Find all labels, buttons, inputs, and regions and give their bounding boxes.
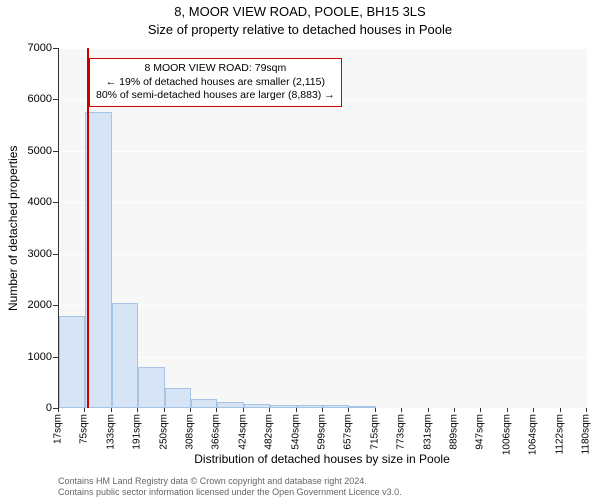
x-tick-mark bbox=[269, 408, 270, 412]
chart-container: 8, MOOR VIEW ROAD, POOLE, BH15 3LS Size … bbox=[0, 0, 600, 500]
x-tick-mark bbox=[84, 408, 85, 412]
grid-line bbox=[59, 357, 587, 358]
x-tick-label: 1064sqm bbox=[528, 414, 539, 455]
x-tick-label: 599sqm bbox=[317, 414, 328, 450]
x-tick-mark bbox=[137, 408, 138, 412]
x-tick-mark bbox=[507, 408, 508, 412]
annotation-line: 80% of semi-detached houses are larger (… bbox=[96, 89, 335, 103]
histogram-bar bbox=[85, 112, 111, 408]
x-tick-mark bbox=[58, 408, 59, 412]
x-tick-mark bbox=[375, 408, 376, 412]
x-tick-mark bbox=[216, 408, 217, 412]
x-axis-ticks: 17sqm75sqm133sqm191sqm250sqm308sqm366sqm… bbox=[58, 408, 586, 454]
x-tick-label: 1122sqm bbox=[554, 414, 565, 454]
x-tick-label: 947sqm bbox=[475, 414, 486, 450]
x-tick-label: 308sqm bbox=[185, 414, 196, 450]
chart-footer: Contains HM Land Registry data © Crown c… bbox=[58, 476, 586, 498]
chart-title-main: 8, MOOR VIEW ROAD, POOLE, BH15 3LS bbox=[0, 4, 600, 19]
x-tick-label: 715sqm bbox=[369, 414, 380, 450]
grid-line bbox=[59, 305, 587, 306]
x-tick-label: 250sqm bbox=[158, 414, 169, 450]
histogram-bar bbox=[138, 367, 164, 408]
x-tick-label: 773sqm bbox=[396, 414, 407, 450]
x-tick-mark bbox=[190, 408, 191, 412]
annotation-line: ← 19% of detached houses are smaller (2,… bbox=[96, 76, 335, 90]
y-tick-label: 1000 bbox=[20, 351, 52, 363]
x-tick-mark bbox=[322, 408, 323, 412]
plot-area: 8 MOOR VIEW ROAD: 79sqm← 19% of detached… bbox=[58, 48, 587, 409]
x-tick-label: 133sqm bbox=[105, 414, 116, 450]
x-tick-label: 540sqm bbox=[290, 414, 301, 450]
grid-line bbox=[59, 151, 587, 152]
x-tick-mark bbox=[243, 408, 244, 412]
y-tick-label: 3000 bbox=[20, 248, 52, 260]
x-tick-label: 366sqm bbox=[211, 414, 222, 450]
footer-line-1: Contains HM Land Registry data © Crown c… bbox=[58, 476, 586, 487]
x-tick-mark bbox=[454, 408, 455, 412]
y-axis-label: Number of detached properties bbox=[6, 48, 20, 408]
x-axis-label: Distribution of detached houses by size … bbox=[58, 452, 586, 466]
x-tick-mark bbox=[560, 408, 561, 412]
x-tick-mark bbox=[533, 408, 534, 412]
chart-title-sub: Size of property relative to detached ho… bbox=[0, 22, 600, 37]
x-tick-label: 1180sqm bbox=[581, 414, 592, 454]
grid-line bbox=[59, 202, 587, 203]
y-tick-label: 6000 bbox=[20, 93, 52, 105]
annotation-box: 8 MOOR VIEW ROAD: 79sqm← 19% of detached… bbox=[89, 58, 342, 107]
y-axis-ticks: 01000200030004000500060007000 bbox=[20, 48, 56, 408]
y-tick-label: 4000 bbox=[20, 196, 52, 208]
x-tick-mark bbox=[401, 408, 402, 412]
x-tick-mark bbox=[480, 408, 481, 412]
y-tick-label: 2000 bbox=[20, 299, 52, 311]
x-tick-label: 657sqm bbox=[343, 414, 354, 450]
histogram-bar bbox=[165, 388, 191, 408]
histogram-bar bbox=[112, 303, 138, 408]
x-tick-label: 75sqm bbox=[79, 414, 90, 444]
x-tick-label: 889sqm bbox=[449, 414, 460, 450]
grid-line bbox=[59, 48, 587, 49]
y-tick-label: 0 bbox=[20, 402, 52, 414]
x-tick-mark bbox=[111, 408, 112, 412]
x-tick-mark bbox=[164, 408, 165, 412]
y-tick-label: 5000 bbox=[20, 145, 52, 157]
grid-line bbox=[59, 254, 587, 255]
x-tick-mark bbox=[296, 408, 297, 412]
x-tick-label: 424sqm bbox=[237, 414, 248, 450]
y-tick-label: 7000 bbox=[20, 42, 52, 54]
x-tick-label: 831sqm bbox=[422, 414, 433, 450]
x-tick-mark bbox=[348, 408, 349, 412]
x-tick-label: 191sqm bbox=[132, 414, 143, 450]
x-tick-label: 17sqm bbox=[53, 414, 64, 444]
footer-line-2: Contains public sector information licen… bbox=[58, 487, 586, 498]
histogram-bar bbox=[59, 316, 85, 408]
x-tick-mark bbox=[586, 408, 587, 412]
x-tick-label: 482sqm bbox=[264, 414, 275, 450]
x-tick-label: 1006sqm bbox=[501, 414, 512, 455]
x-tick-mark bbox=[428, 408, 429, 412]
annotation-line: 8 MOOR VIEW ROAD: 79sqm bbox=[96, 62, 335, 76]
histogram-bar bbox=[191, 399, 217, 408]
